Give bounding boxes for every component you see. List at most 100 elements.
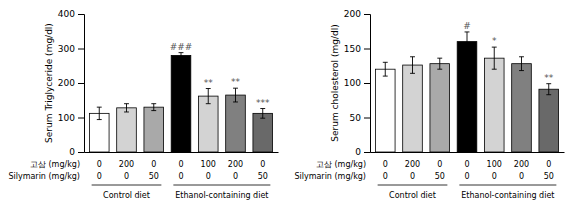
- error-bar-cap: [151, 103, 156, 104]
- y-tick: 100: [344, 78, 370, 88]
- bar: [539, 89, 559, 152]
- error-bar-cap: [465, 31, 470, 32]
- y-tick: 200: [344, 9, 370, 19]
- error-bar: [179, 53, 184, 59]
- y-tick: 0: [355, 147, 370, 157]
- table-cell: 0: [124, 172, 129, 181]
- y-tick-label: 100: [58, 113, 75, 123]
- error-bar-cap: [546, 94, 551, 95]
- table-cell: 0: [464, 160, 469, 169]
- y-tick-label: 300: [58, 44, 75, 54]
- annotation: #: [463, 21, 471, 31]
- table-row-label: Silymarin (mg/kg): [294, 172, 366, 181]
- table-cell: 0: [178, 172, 183, 181]
- y-tick: 400: [58, 9, 84, 19]
- table-cell: 0: [260, 160, 265, 169]
- table-cell: 0: [206, 172, 211, 181]
- table-cell: 0: [97, 160, 102, 169]
- table-cell: 100: [487, 160, 502, 169]
- error-bar-cap: [151, 110, 156, 111]
- table-cell: 200: [514, 160, 529, 169]
- group-divider: [459, 185, 556, 186]
- group-label: Control diet: [103, 191, 150, 200]
- error-bar: [519, 57, 524, 71]
- table-cell: 0: [437, 160, 442, 169]
- error-bar-stem: [181, 53, 182, 59]
- bar: [375, 69, 395, 152]
- annotation: *: [492, 36, 497, 46]
- error-bar: [465, 32, 470, 51]
- error-bar-cap: [97, 107, 102, 108]
- table-cell: 50: [544, 172, 554, 181]
- y-tick-mark: [364, 14, 370, 15]
- error-bar: [383, 62, 388, 76]
- bar: [171, 55, 191, 152]
- error-bar-stem: [208, 89, 209, 104]
- table-cell: 0: [383, 172, 388, 181]
- y-tick: 100: [58, 113, 84, 123]
- bar: [226, 95, 246, 152]
- table-cell: 200: [228, 160, 243, 169]
- error-bar: [151, 104, 156, 111]
- table-row-label: Silymarin (mg/kg): [8, 172, 80, 181]
- error-bar-stem: [439, 58, 440, 69]
- y-tick-label: 0: [355, 147, 361, 157]
- error-bar: [206, 89, 211, 104]
- bar: [144, 107, 164, 152]
- annotation: **: [544, 73, 554, 83]
- bar: [457, 42, 477, 152]
- y-tick-label: 200: [58, 78, 75, 88]
- error-bar: [260, 109, 265, 119]
- y-tick-label: 100: [344, 78, 361, 88]
- table-cell: 0: [178, 160, 183, 169]
- table-cell: 50: [435, 172, 445, 181]
- y-tick-mark: [364, 83, 370, 84]
- group-divider: [378, 185, 448, 186]
- x-axis-line: [85, 152, 279, 153]
- y-tick-label: 0: [69, 147, 75, 157]
- error-bar-stem: [262, 109, 263, 119]
- y-tick: 50: [350, 113, 370, 123]
- y-tick-mark: [78, 118, 84, 119]
- x-axis-line: [371, 152, 565, 153]
- error-bar-stem: [153, 104, 154, 111]
- error-bar-cap: [383, 76, 388, 77]
- plot-area: [375, 32, 558, 152]
- error-bar-cap: [519, 70, 524, 71]
- y-tick-mark: [364, 49, 370, 50]
- y-tick: 300: [58, 44, 84, 54]
- figure: 0100200300400Serum Triglyceride (mg/dl)#…: [0, 0, 572, 214]
- error-bar: [97, 107, 102, 119]
- error-bar-stem: [235, 88, 236, 102]
- group-divider: [173, 185, 270, 186]
- error-bar: [437, 58, 442, 69]
- error-bar-stem: [412, 57, 413, 74]
- error-bar: [233, 88, 238, 102]
- error-bar: [410, 57, 415, 74]
- bar: [430, 64, 450, 152]
- y-tick: 0: [69, 147, 84, 157]
- y-tick-mark: [364, 152, 370, 153]
- table-cell: 0: [151, 160, 156, 169]
- table-cell: 0: [233, 172, 238, 181]
- panel: 0100200300400Serum Triglyceride (mg/dl)#…: [8, 9, 278, 199]
- error-bar-cap: [179, 58, 184, 59]
- bar: [403, 65, 423, 152]
- error-bar: [546, 84, 551, 95]
- error-bar-cap: [124, 111, 129, 112]
- error-bar-cap: [97, 119, 102, 120]
- error-bar-cap: [492, 47, 497, 48]
- error-bar-cap: [233, 101, 238, 102]
- bar: [198, 96, 218, 152]
- y-axis-line: [364, 15, 371, 153]
- bar: [484, 58, 504, 152]
- table-cell: 0: [519, 172, 524, 181]
- x-axis: [371, 152, 565, 153]
- table-cell: 0: [492, 172, 497, 181]
- error-bar-stem: [467, 32, 468, 51]
- error-bar-cap: [519, 56, 524, 57]
- table-cell: 50: [258, 172, 268, 181]
- y-tick: 150: [344, 44, 370, 54]
- error-bar-stem: [385, 62, 386, 76]
- x-axis: [85, 152, 279, 153]
